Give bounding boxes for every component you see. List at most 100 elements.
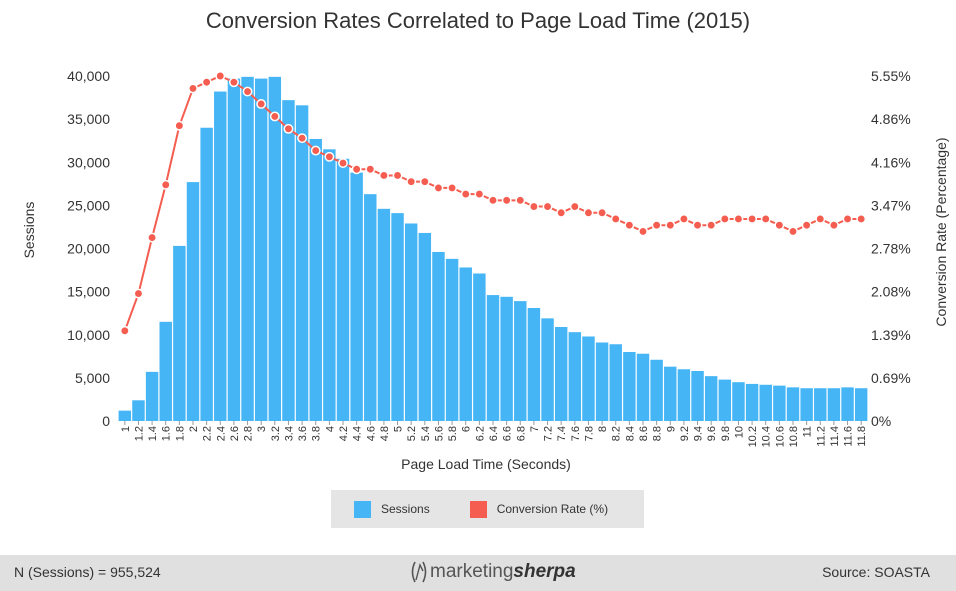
conversion-rate-point: [338, 158, 348, 168]
conversion-rate-point: [488, 195, 498, 206]
x-tick-label: 6.4: [488, 426, 500, 441]
conversion-rate-point: [460, 189, 471, 200]
y-tick-label: 10,000: [67, 327, 110, 343]
x-tick-label: 5.6: [433, 426, 445, 441]
sessions-bar: [445, 258, 459, 421]
sessions-bar: [677, 369, 691, 421]
x-tick-label: 9.2: [679, 426, 691, 441]
sessions-bar: [486, 295, 500, 421]
conversion-rate-point: [283, 123, 294, 134]
x-tick-label: 2.2: [202, 426, 214, 441]
x-tick-label: 7.8: [583, 426, 595, 441]
conversion-rate-point: [133, 288, 144, 299]
sessions-bar: [595, 342, 609, 421]
sessions-bar: [841, 387, 854, 421]
sessions-bar: [459, 267, 472, 421]
y2-axis-label: Conversion Rate (Percentage): [933, 137, 949, 326]
y2-tick-label: 0%: [871, 413, 891, 429]
sessions-bar: [377, 208, 391, 421]
conversion-rate-point: [188, 83, 198, 94]
sessions-bar: [241, 76, 254, 422]
x-tick-label: 7.2: [543, 426, 555, 441]
conversion-rate-point: [297, 133, 308, 144]
sessions-bar: [132, 400, 145, 421]
sessions-bar: [268, 76, 282, 422]
sessions-bar: [582, 336, 595, 421]
x-tick-label: 8.6: [638, 426, 650, 441]
sessions-bar: [404, 223, 418, 421]
y2-tick-label: 0.69%: [871, 370, 911, 386]
x-tick-label: 1.4: [147, 426, 159, 441]
sessions-bar: [309, 138, 322, 421]
legend-item-sessions[interactable]: Sessions: [354, 500, 430, 518]
x-tick-label: 4: [324, 426, 336, 432]
conversion-rate-point: [651, 220, 662, 231]
sessions-bar: [554, 326, 568, 421]
sessions-bar: [609, 344, 622, 421]
conversion-rate-point: [583, 207, 594, 218]
sessions-bar: [282, 100, 295, 422]
sessions-bar: [514, 301, 527, 421]
conversion-rate-point: [160, 179, 171, 190]
marketingsherpa-logo: marketing sherpa: [408, 559, 576, 585]
conversion-rate-point: [678, 214, 689, 224]
sessions-bar: [800, 388, 813, 421]
x-tick-label: 10.2: [747, 426, 759, 447]
legend-label-conversion-rate: Conversion Rate (%): [496, 502, 609, 516]
conversion-rate-point: [310, 145, 321, 156]
x-axis-ticks: 1 1.2 1.4 1.6 1.8 2 2.2 2.4 2.6 2.8 3 3.2 3.4 3.6 3.8 4…: [120, 421, 868, 447]
legend-label-sessions: Sessions: [381, 502, 430, 516]
x-tick-label: 10.6: [774, 426, 786, 447]
x-tick-label: 4.6: [365, 426, 377, 441]
x-tick-label: 6.6: [502, 426, 514, 441]
conversion-rate-point: [119, 325, 130, 336]
x-tick-label: 5.4: [420, 426, 432, 441]
sessions-bar: [118, 410, 132, 421]
x-tick-label: 8: [597, 426, 609, 432]
footer-bar: N (Sessions) = 955,524 marketing sherpa S…: [0, 555, 956, 591]
y-tick-label: 35,000: [67, 111, 110, 127]
legend-swatch-sessions: [354, 500, 371, 518]
conversion-rate-point: [378, 170, 389, 181]
x-tick-label: 11.2: [815, 426, 827, 447]
sessions-bar: [568, 332, 582, 421]
conversion-rate-point: [542, 201, 553, 212]
sessions-bar: [691, 370, 704, 421]
x-tick-label: 7.4: [556, 426, 568, 441]
sessions-bar: [623, 352, 636, 421]
x-tick-label: 11.6: [843, 426, 855, 447]
conversion-rate-point: [242, 86, 253, 97]
sessions-bar: [704, 376, 718, 421]
x-tick-label: 3.2: [270, 426, 282, 441]
sessions-bar: [814, 388, 827, 421]
sessions-bar: [745, 383, 759, 421]
chart-legend: Sessions Conversion Rate (%): [331, 490, 644, 528]
y-tick-label: 15,000: [67, 284, 110, 300]
conversion-rate-point: [610, 214, 621, 224]
y-tick-label: 20,000: [67, 241, 110, 257]
y2-tick-label: 1.39%: [871, 327, 911, 343]
sherpa-logo-icon: [411, 561, 427, 583]
x-tick-label: 10.8: [788, 426, 800, 447]
conversion-rate-point: [706, 220, 717, 231]
sessions-bar: [186, 182, 200, 421]
x-tick-label: 4.2: [338, 426, 350, 441]
conversion-rate-point: [515, 195, 526, 206]
x-tick-label: 4.4: [352, 426, 364, 441]
x-tick-label: 1.6: [161, 426, 173, 441]
x-tick-label: 9.6: [706, 426, 718, 441]
conversion-rate-point: [433, 182, 444, 193]
sessions-bar: [473, 273, 486, 421]
y-tick-label: 30,000: [67, 154, 110, 170]
sample-size-note: N (Sessions) = 955,524: [14, 564, 161, 580]
x-tick-label: 5: [393, 426, 405, 432]
x-tick-label: 2: [188, 426, 200, 432]
y-tick-label: 5,000: [75, 370, 110, 386]
conversion-rate-point: [665, 220, 676, 231]
conversion-rate-point: [256, 99, 267, 109]
x-tick-label: 1: [120, 426, 132, 432]
sessions-bar: [854, 388, 868, 421]
y-tick-label: 40,000: [67, 68, 110, 84]
conversion-rate-point: [747, 214, 758, 224]
legend-item-conversion-rate[interactable]: Conversion Rate (%): [469, 500, 609, 518]
